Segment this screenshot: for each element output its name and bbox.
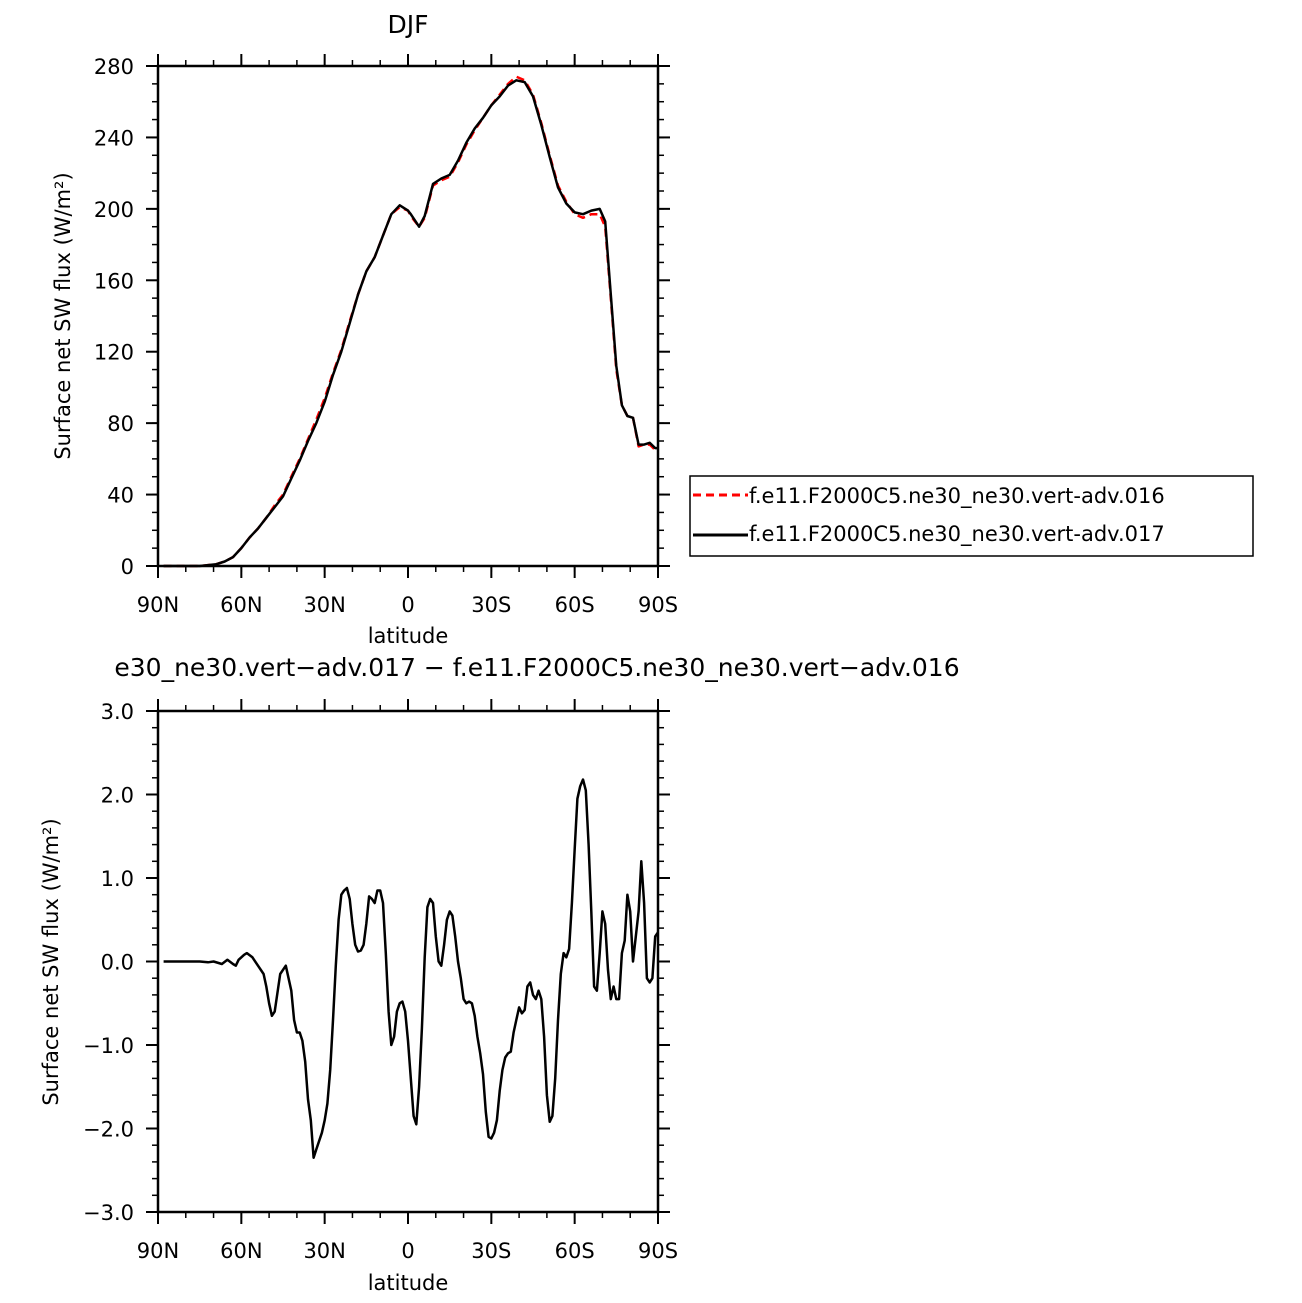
x-tick-label: 90S [638,1239,678,1263]
x-tick-label: 30S [471,593,511,617]
y-tick-label: 0.0 [101,951,134,975]
x-axis-label: latitude [368,1271,449,1295]
y-tick-label: 120 [94,341,134,365]
y-tick-labels: 0 40 80 120 160 200 240 280 [94,55,134,579]
x-axis-label: latitude [368,624,449,648]
x-tick-label: 90N [137,1239,179,1263]
x-tick-labels: 90N 60N 30N 0 30S 60S 90S [137,1239,678,1263]
x-tick-label: 0 [401,593,414,617]
x-tick-label: 0 [401,1239,414,1263]
series-line-1 [163,778,660,1159]
chart-bottom: e30_ne30.vert−adv.017 − f.e11.F2000C5.ne… [39,653,960,1295]
axis-ticks [146,699,670,1224]
chart-title: DJF [387,10,428,39]
x-tick-label: 30N [303,1239,345,1263]
series-lines [163,778,660,1159]
x-tick-label: 60S [555,593,595,617]
y-tick-labels: −3.0 −2.0 −1.0 0.0 1.0 2.0 3.0 [83,700,134,1225]
y-tick-label: 2.0 [101,784,134,808]
y-tick-label: −3.0 [83,1201,134,1225]
y-axis-label: Surface net SW flux (W/m²) [39,818,63,1105]
y-axis-label: Surface net SW flux (W/m²) [51,172,75,459]
y-tick-label: 160 [94,269,134,293]
x-tick-label: 30N [303,593,345,617]
x-tick-label: 60N [220,1239,262,1263]
y-tick-label: 280 [94,55,134,79]
plot-frame [156,709,660,1214]
legend-label-017: f.e11.F2000C5.ne30_ne30.vert-adv.017 [749,522,1165,547]
y-tick-label: 80 [107,412,134,436]
series-lines [163,75,658,568]
chart-title: e30_ne30.vert−adv.017 − f.e11.F2000C5.ne… [114,653,959,682]
legend-label-016: f.e11.F2000C5.ne30_ne30.vert-adv.016 [749,484,1165,509]
x-tick-label: 90N [137,593,179,617]
axis-ticks [146,54,670,578]
chart-top: DJF 0 40 80 120 160 200 240 280 90N 60N 30N 0 30S 60… [51,10,1254,648]
y-tick-label: −2.0 [83,1118,134,1142]
legend-box [689,475,1254,557]
legend: f.e11.F2000C5.ne30_ne30.vert-adv.016 f.e… [689,475,1254,557]
x-tick-label: 60N [220,593,262,617]
x-tick-label: 60S [555,1239,595,1263]
y-tick-label: 40 [107,484,134,508]
x-tick-labels: 90N 60N 30N 0 30S 60S 90S [137,593,678,617]
x-tick-label: 90S [638,593,678,617]
y-tick-label: 1.0 [101,867,134,891]
series-line-1 [163,75,658,568]
y-tick-label: 0 [121,555,134,579]
y-tick-label: 3.0 [101,700,134,724]
y-tick-label: 240 [94,126,134,150]
x-tick-label: 30S [471,1239,511,1263]
series-line-2 [163,79,658,568]
plot-frame [156,64,660,568]
y-tick-label: −1.0 [83,1034,134,1058]
y-tick-label: 200 [94,198,134,222]
